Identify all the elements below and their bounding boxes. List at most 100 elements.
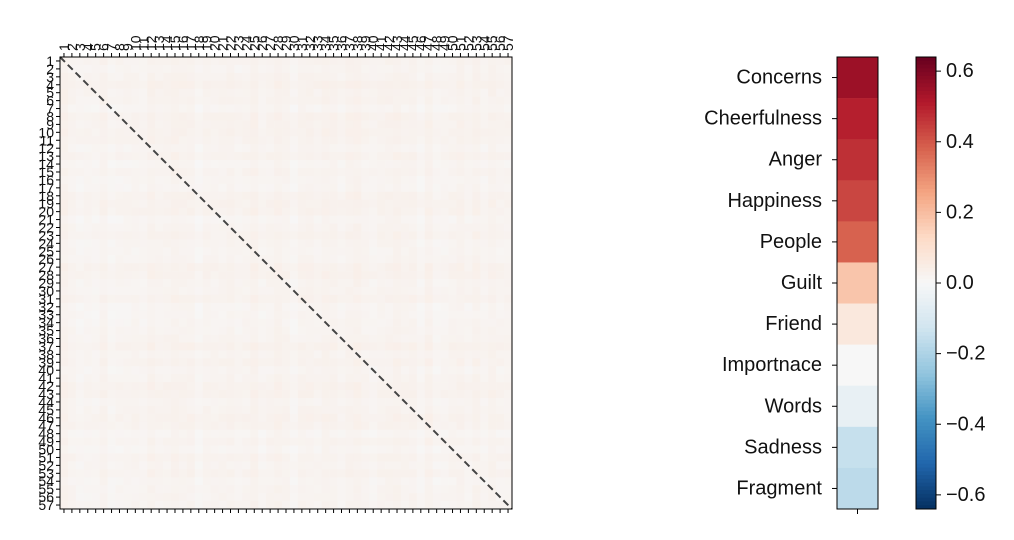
heatmap-cell: [496, 199, 505, 208]
heatmap-cell: [83, 88, 93, 97]
heatmap-cell: [250, 485, 259, 494]
heatmap-cell: [266, 405, 275, 415]
colorbar-band: [916, 173, 936, 179]
heatmap-cell: [400, 405, 410, 415]
heatmap-cell: [60, 429, 69, 438]
heatmap-cell: [186, 501, 196, 510]
heatmap-cell: [432, 279, 441, 288]
colorbar-band: [916, 90, 936, 96]
heatmap-cell: [329, 342, 338, 351]
heatmap-cell: [353, 247, 362, 256]
heatmap-cell: [139, 80, 148, 90]
heatmap-cell: [250, 247, 259, 256]
heatmap-cell: [289, 334, 299, 343]
heatmap-cell: [83, 207, 93, 216]
heatmap-cell: [393, 342, 402, 351]
y-tick-label: 53: [38, 465, 54, 481]
heatmap-cell: [416, 310, 426, 319]
heatmap-cell: [345, 183, 354, 193]
heatmap-cell: [123, 207, 132, 216]
heatmap-cell: [408, 485, 418, 494]
heatmap-cell: [297, 136, 307, 145]
colorbar-band: [916, 64, 936, 69]
heatmap-cell: [488, 294, 497, 304]
heatmap-cell: [131, 318, 140, 327]
x-tick-label: 51: [452, 35, 468, 51]
heatmap-cell: [448, 286, 457, 296]
heatmap-cell: [432, 390, 441, 399]
heatmap-cell: [480, 160, 489, 169]
heatmap-cell: [504, 493, 513, 502]
heatmap-cell: [242, 461, 251, 470]
colorbar-band: [916, 57, 936, 62]
heatmap-cell: [131, 453, 140, 462]
heatmap-cell: [408, 342, 418, 351]
heatmap-cell: [329, 57, 338, 66]
heatmap-cell: [218, 318, 227, 327]
heatmap-cell: [353, 160, 362, 169]
heatmap-cell: [186, 366, 196, 375]
heatmap-cell: [385, 421, 394, 430]
heatmap-cell: [131, 207, 140, 216]
x-tick-label: 6: [96, 43, 112, 51]
heatmap-cell: [274, 160, 283, 169]
heatmap-cell: [385, 144, 394, 153]
heatmap-cell: [250, 64, 259, 74]
heatmap-cell: [488, 128, 497, 137]
heatmap-cell: [496, 183, 505, 193]
heatmap-cell: [480, 493, 489, 502]
heatmap-cell: [186, 247, 196, 256]
heatmap-cell: [504, 405, 513, 415]
heatmap-cell: [226, 421, 235, 430]
heatmap-cell: [171, 374, 180, 383]
colorbar-band: [916, 384, 936, 389]
heatmap-cell: [400, 334, 410, 343]
heatmap-cell: [115, 429, 124, 438]
heatmap-cell: [250, 152, 259, 161]
heatmap-cell: [60, 207, 69, 216]
heatmap-cell: [313, 437, 322, 446]
heatmap-cell: [369, 207, 378, 216]
y-tick-label: 23: [38, 227, 54, 243]
heatmap-cell: [464, 294, 473, 304]
heatmap-cell: [488, 136, 497, 145]
heatmap-cell: [321, 437, 330, 446]
heatmap-cell: [266, 255, 275, 264]
heatmap-cell: [83, 215, 93, 224]
heatmap-cell: [163, 397, 172, 407]
heatmap-cell: [75, 413, 85, 423]
heatmap-cell: [131, 485, 140, 494]
colorbar-band: [916, 234, 936, 239]
heatmap-cell: [289, 64, 299, 74]
heatmap-cell: [432, 421, 441, 430]
heatmap-cell: [218, 485, 227, 494]
heatmap-cell: [504, 302, 513, 312]
heatmap-cell: [369, 112, 378, 121]
heatmap-cell: [60, 501, 69, 510]
heatmap-cell: [186, 271, 196, 280]
heatmap-cell: [464, 374, 473, 383]
heatmap-cell: [163, 413, 172, 423]
heatmap-cell: [400, 366, 410, 375]
heatmap-cell: [496, 168, 505, 177]
heatmap-cell: [361, 382, 370, 391]
heatmap-cell: [234, 294, 243, 304]
heatmap-cell: [163, 88, 172, 97]
colorbar-tick-label: 0.4: [946, 131, 974, 153]
heatmap-cell: [313, 469, 322, 478]
heatmap-cell: [321, 421, 330, 430]
heatmap-cell: [289, 72, 299, 82]
heatmap-cell: [464, 175, 473, 185]
heatmap-cell: [234, 191, 243, 201]
heatmap-cell: [440, 453, 449, 462]
heatmap-cell: [139, 302, 148, 312]
heatmap-cell: [163, 80, 172, 90]
heatmap-cell: [194, 405, 204, 415]
heatmap-cell: [202, 223, 211, 232]
y-tick-label: 51: [38, 449, 54, 465]
heatmap-cell: [186, 144, 196, 153]
heatmap-cell: [464, 271, 473, 280]
y-tick-label: 31: [38, 291, 54, 307]
heatmap-cell: [313, 485, 322, 494]
heatmap-cell: [313, 286, 322, 296]
